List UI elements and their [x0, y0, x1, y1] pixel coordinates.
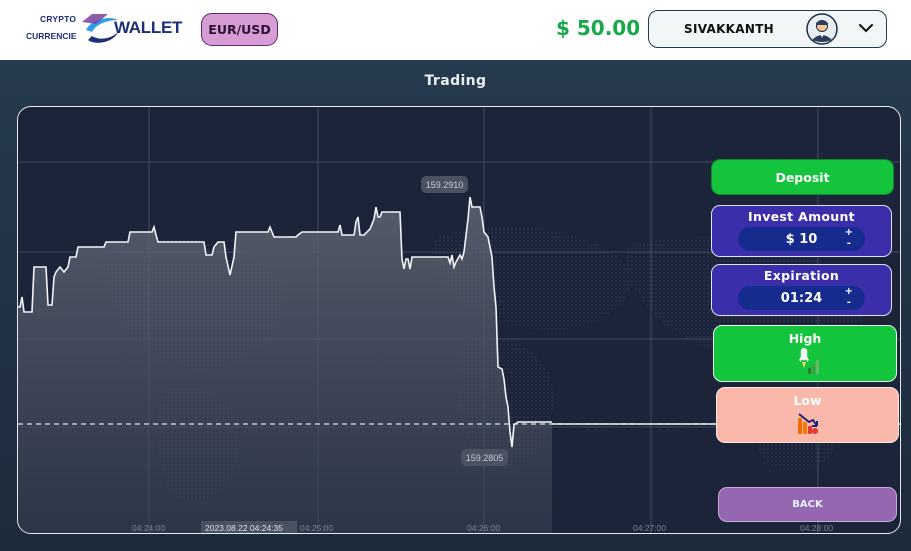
invest-amount-value: $ 10 — [785, 231, 818, 247]
time-axis: 04:24:00 04:25:00 04:26:00 04:27:00 04:2… — [132, 523, 833, 533]
currency-pair-button[interactable]: EUR/USD — [201, 13, 278, 46]
rocket-up-icon — [799, 347, 819, 374]
expiration-field[interactable]: 01:24 + - — [738, 286, 865, 310]
logo-text-wallet: WALLET — [114, 18, 183, 37]
logo-swoosh-icon — [82, 14, 118, 43]
expiration-stepper[interactable]: + - — [845, 286, 853, 308]
svg-text:159.2910: 159.2910 — [426, 180, 464, 190]
user-menu[interactable]: SIVAKKANTH — [648, 10, 887, 48]
time-tick: 04:24:00 — [132, 523, 165, 533]
balance-amount: $ 50.00 — [556, 16, 641, 40]
high-button[interactable]: High — [713, 325, 897, 382]
back-button[interactable]: BACK — [718, 487, 897, 522]
page-title: Trading — [424, 73, 487, 89]
expiration-label: Expiration — [763, 268, 840, 283]
price-area — [18, 197, 552, 533]
expiration-value: 01:24 — [780, 290, 823, 306]
invest-amount-field[interactable]: $ 10 + - — [738, 227, 865, 251]
avatar-icon — [806, 13, 838, 45]
logo-text-currencie: CURRENCIE — [26, 31, 77, 41]
expiration-minus-button[interactable]: - — [846, 297, 851, 308]
time-tick: 04:28:00 — [800, 523, 833, 533]
expiration-plus-button[interactable]: + — [844, 286, 853, 297]
invest-stepper[interactable]: + - — [845, 227, 853, 249]
price-low-label: 159.2805 — [461, 449, 508, 466]
logo-text-crypto: CRYPTO — [40, 14, 77, 24]
chart-down-icon — [797, 413, 818, 434]
low-button[interactable]: Low — [716, 387, 899, 443]
time-tick: 04:26:00 — [467, 523, 500, 533]
svg-text:159.2805: 159.2805 — [466, 453, 504, 463]
low-label: Low — [793, 393, 822, 408]
invest-plus-button[interactable]: + — [844, 227, 853, 238]
time-tick: 04:25:00 — [300, 523, 333, 533]
app-logo[interactable]: CRYPTO CURRENCIE WALLET — [24, 12, 183, 48]
svg-text:2023.08.22 04:24:35: 2023.08.22 04:24:35 — [205, 523, 283, 533]
invest-amount-control: Invest Amount $ 10 + - — [711, 205, 892, 257]
price-high-label: 159.2910 — [421, 176, 468, 193]
price-line — [18, 196, 552, 448]
username-label: SIVAKKANTH — [684, 22, 775, 36]
chevron-down-icon[interactable] — [857, 19, 875, 37]
time-tick: 04:27:00 — [633, 523, 666, 533]
top-bar: CRYPTO CURRENCIE WALLET EUR/USD $ 50.00 … — [0, 0, 911, 60]
timestamp-label: 2023.08.22 04:24:35 — [201, 521, 297, 533]
expiration-control: Expiration 01:24 + - — [711, 264, 892, 316]
deposit-button[interactable]: Deposit — [711, 159, 894, 195]
invest-minus-button[interactable]: - — [846, 238, 851, 249]
invest-amount-label: Invest Amount — [748, 209, 855, 224]
high-label: High — [788, 331, 822, 346]
